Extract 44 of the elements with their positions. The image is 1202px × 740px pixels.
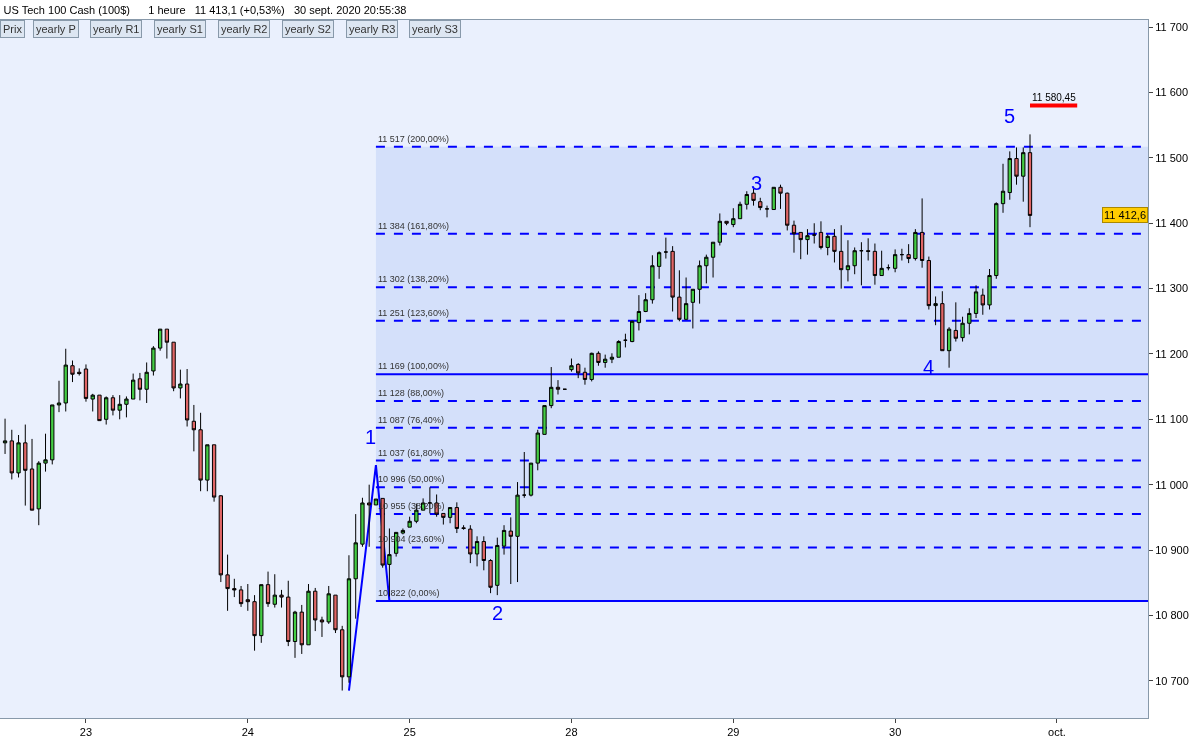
- y-tick-label: 11 700: [1155, 21, 1189, 34]
- x-tick-label: 25: [403, 726, 416, 739]
- ref-line-label: 11 302 (138,20%): [378, 274, 449, 284]
- annotation: 5: [1004, 105, 1016, 127]
- annotation: 11 412,6: [1104, 209, 1147, 221]
- annotation: yearly R3: [349, 23, 396, 35]
- y-tick-label: 11 000: [1155, 478, 1189, 491]
- annotation: yearly S2: [285, 23, 331, 35]
- y-tick-label: 11 100: [1155, 413, 1189, 426]
- annotation: 2: [492, 602, 504, 624]
- y-tick-label: 11 200: [1155, 347, 1189, 360]
- ref-line-label: 11 517 (200,00%): [378, 134, 449, 144]
- annotation: Prix: [3, 23, 23, 35]
- ref-line-label: 10 822 (0,00%): [378, 588, 440, 598]
- y-tick-label: 10 800: [1155, 609, 1189, 622]
- annotation: 1: [365, 426, 377, 448]
- annotation: 3: [751, 172, 763, 194]
- annotation: yearly S3: [412, 23, 458, 35]
- y-tick-label: 11 600: [1155, 86, 1189, 99]
- annotation: yearly R1: [93, 23, 140, 35]
- y-tick-label: 11 300: [1155, 282, 1189, 295]
- x-tick-label: oct.: [1048, 726, 1066, 739]
- y-tick-label: 11 500: [1155, 151, 1189, 164]
- ref-line-label: 11 384 (161,80%): [378, 221, 449, 231]
- x-tick-label: 23: [79, 726, 93, 739]
- x-tick-label: 28: [565, 726, 578, 739]
- series-label: 11 580,45: [1032, 92, 1077, 103]
- y-tick-label: 10 700: [1155, 674, 1189, 687]
- ref-line-label: 11 128 (88,00%): [378, 388, 444, 398]
- x-tick-label: 24: [241, 726, 254, 739]
- ref-line-label: 11 169 (100,00%): [378, 361, 449, 371]
- ref-line-label: 10 996 (50,00%): [378, 474, 445, 484]
- annotation: yearly R2: [221, 23, 268, 35]
- annotation: 4: [923, 356, 935, 378]
- chart-title: US Tech 100 Cash (100$) 1 heure 11 413,1 (+0,53%) 30 sept. 2020 20:55:38: [3, 3, 407, 16]
- ref-line-label: 11 251 (123,60%): [378, 308, 449, 318]
- ref-line-label: 11 087 (76,40%): [378, 415, 444, 425]
- y-tick-label: 11 400: [1155, 217, 1189, 230]
- x-tick-label: 29: [727, 726, 740, 739]
- y-tick-label: 10 900: [1155, 543, 1189, 556]
- x-tick-label: 30: [889, 726, 902, 739]
- annotation: yearly S1: [157, 23, 203, 35]
- annotation: yearly P: [36, 23, 76, 35]
- ref-line-label: 11 037 (61,80%): [378, 448, 444, 458]
